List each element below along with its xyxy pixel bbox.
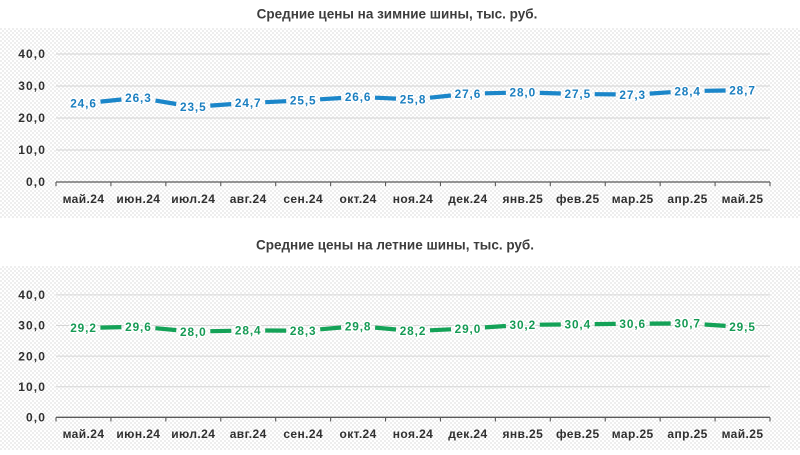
svg-text:май.25: май.25 <box>722 192 764 206</box>
svg-text:янв.25: янв.25 <box>502 192 543 206</box>
svg-text:40,0: 40,0 <box>18 47 46 61</box>
svg-text:29,6: 29,6 <box>125 320 152 334</box>
svg-text:дек.24: дек.24 <box>448 427 487 441</box>
svg-text:июн.24: июн.24 <box>116 192 160 206</box>
svg-text:10,0: 10,0 <box>18 380 46 394</box>
svg-text:28,0: 28,0 <box>180 325 207 339</box>
svg-text:25,8: 25,8 <box>400 93 427 107</box>
svg-text:30,2: 30,2 <box>510 318 537 332</box>
svg-text:июл.24: июл.24 <box>171 192 215 206</box>
svg-text:28,0: 28,0 <box>510 86 537 100</box>
svg-text:30,7: 30,7 <box>674 317 701 331</box>
svg-text:30,6: 30,6 <box>619 317 646 331</box>
svg-text:0,0: 0,0 <box>26 411 46 425</box>
svg-text:29,0: 29,0 <box>455 322 482 336</box>
svg-text:янв.25: янв.25 <box>502 427 543 441</box>
svg-text:29,8: 29,8 <box>345 319 372 333</box>
svg-text:ноя.24: ноя.24 <box>393 427 434 441</box>
svg-text:окт.24: окт.24 <box>339 192 376 206</box>
svg-text:июл.24: июл.24 <box>171 427 215 441</box>
svg-text:ноя.24: ноя.24 <box>393 192 434 206</box>
svg-text:28,7: 28,7 <box>729 83 756 97</box>
svg-text:10,0: 10,0 <box>18 143 46 157</box>
svg-text:29,2: 29,2 <box>70 321 97 335</box>
svg-text:май.25: май.25 <box>722 427 764 441</box>
svg-text:0,0: 0,0 <box>26 175 46 189</box>
svg-text:20,0: 20,0 <box>18 349 46 363</box>
svg-text:апр.25: апр.25 <box>667 192 707 206</box>
svg-text:Средние цены на летние шины, т: Средние цены на летние шины, тыс. руб. <box>256 238 534 253</box>
svg-text:29,5: 29,5 <box>729 320 756 334</box>
svg-text:24,7: 24,7 <box>235 96 262 110</box>
svg-text:40,0: 40,0 <box>18 288 46 302</box>
svg-text:фев.25: фев.25 <box>556 427 599 441</box>
svg-text:апр.25: апр.25 <box>667 427 707 441</box>
svg-text:24,6: 24,6 <box>70 97 97 111</box>
svg-text:мар.25: мар.25 <box>612 192 654 206</box>
svg-text:июн.24: июн.24 <box>116 427 160 441</box>
svg-text:мар.25: мар.25 <box>612 427 654 441</box>
svg-text:28,2: 28,2 <box>400 324 427 338</box>
svg-text:28,4: 28,4 <box>235 324 262 338</box>
svg-text:27,3: 27,3 <box>619 88 646 102</box>
svg-text:30,0: 30,0 <box>18 319 46 333</box>
svg-text:Средние цены на зимние шины, т: Средние цены на зимние шины, тыс. руб. <box>257 7 538 22</box>
svg-text:авг.24: авг.24 <box>230 192 267 206</box>
svg-text:26,3: 26,3 <box>125 91 152 105</box>
svg-text:30,0: 30,0 <box>18 79 46 93</box>
svg-text:27,5: 27,5 <box>565 87 592 101</box>
svg-text:26,6: 26,6 <box>345 90 372 104</box>
svg-text:20,0: 20,0 <box>18 111 46 125</box>
svg-text:май.24: май.24 <box>63 192 105 206</box>
svg-text:30,4: 30,4 <box>565 318 592 332</box>
svg-text:сен.24: сен.24 <box>283 192 323 206</box>
svg-text:28,4: 28,4 <box>674 84 701 98</box>
svg-text:27,6: 27,6 <box>455 87 482 101</box>
svg-text:дек.24: дек.24 <box>448 192 487 206</box>
svg-text:сен.24: сен.24 <box>283 427 323 441</box>
svg-text:25,5: 25,5 <box>290 94 317 108</box>
svg-text:май.24: май.24 <box>63 427 105 441</box>
svg-text:28,3: 28,3 <box>290 324 317 338</box>
svg-text:авг.24: авг.24 <box>230 427 267 441</box>
svg-text:23,5: 23,5 <box>180 100 207 114</box>
svg-text:фев.25: фев.25 <box>556 192 599 206</box>
svg-text:окт.24: окт.24 <box>339 427 376 441</box>
